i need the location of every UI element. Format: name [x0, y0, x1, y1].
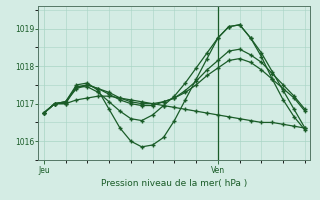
X-axis label: Pression niveau de la mer( hPa ): Pression niveau de la mer( hPa )	[101, 179, 248, 188]
